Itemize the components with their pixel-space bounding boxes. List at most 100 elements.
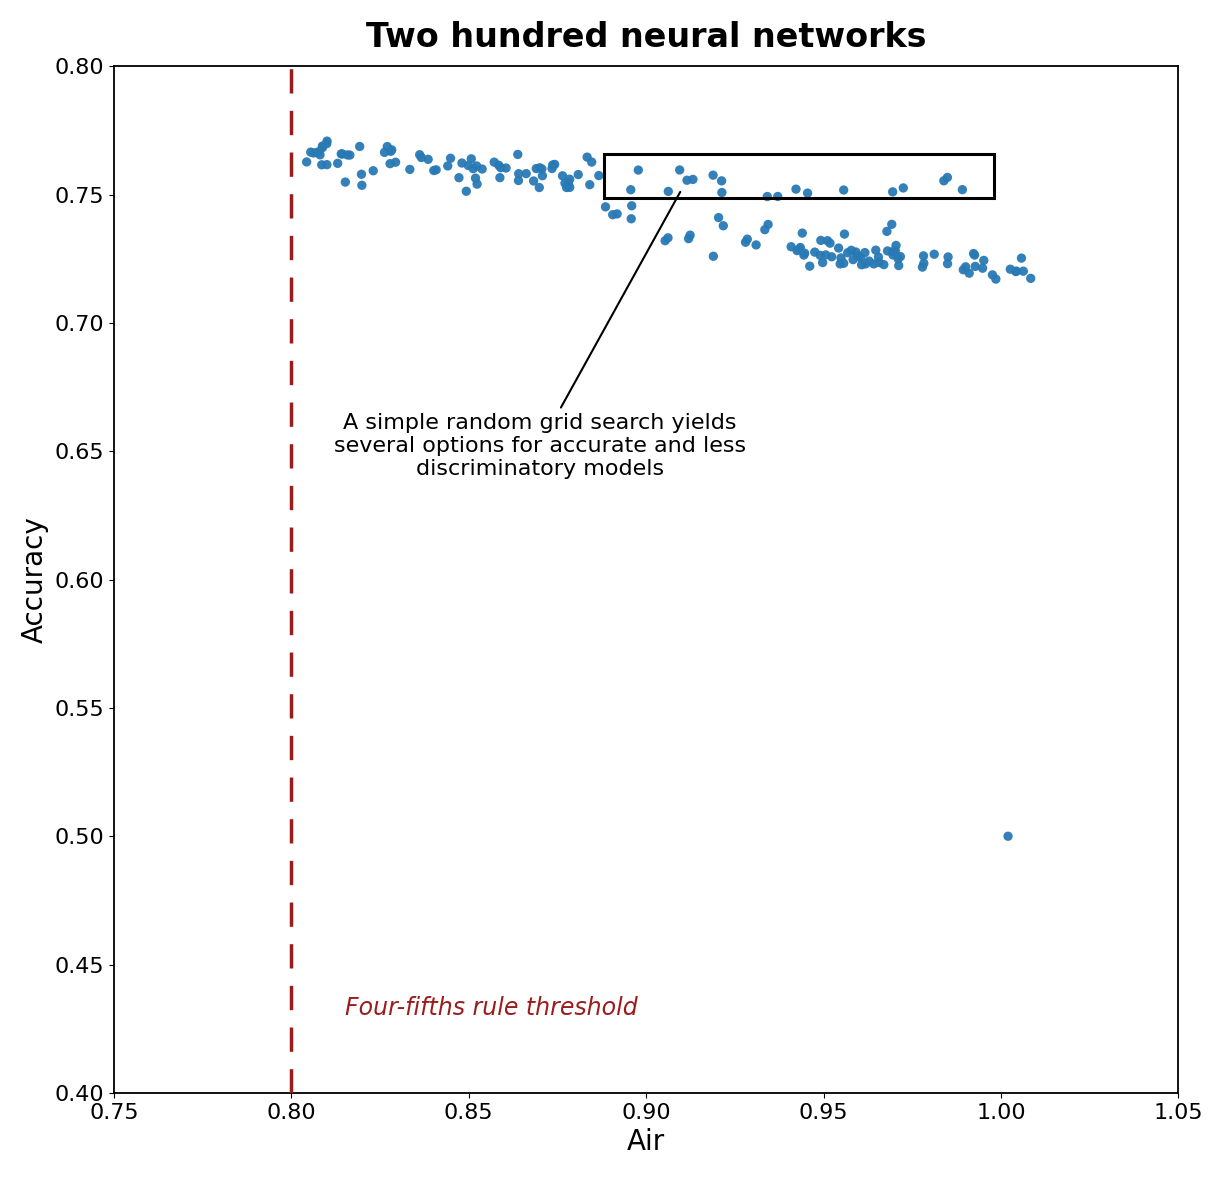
Point (581, 153, 601, 172)
Point (466, 157, 486, 175)
Point (1000, 260, 1020, 279)
Point (301, 142, 321, 161)
Point (304, 144, 323, 162)
Point (382, 140, 401, 159)
Point (659, 182, 678, 201)
Point (381, 142, 400, 161)
Point (767, 187, 787, 206)
Point (628, 160, 647, 179)
Point (810, 246, 830, 265)
Point (679, 230, 699, 248)
Point (856, 254, 875, 273)
Point (838, 244, 858, 262)
Point (312, 138, 332, 157)
Point (603, 205, 623, 224)
Point (317, 134, 337, 153)
Point (530, 159, 550, 178)
Point (813, 253, 832, 272)
Point (712, 172, 732, 191)
Point (848, 247, 868, 266)
Point (973, 259, 993, 278)
Title: Two hundred neural networks: Two hundred neural networks (366, 21, 927, 54)
Point (820, 234, 840, 253)
Point (983, 266, 1002, 285)
Point (457, 181, 476, 200)
Point (596, 198, 616, 217)
Point (449, 168, 469, 187)
Point (338, 146, 357, 165)
Point (312, 137, 332, 155)
Point (400, 160, 420, 179)
Point (530, 178, 550, 197)
Point (297, 153, 317, 172)
Point (874, 255, 894, 274)
Point (353, 175, 372, 194)
Point (812, 231, 831, 250)
Point (441, 148, 460, 167)
Point (831, 248, 851, 267)
Point (786, 180, 805, 199)
Point (317, 132, 337, 151)
Point (856, 244, 875, 262)
Point (335, 173, 355, 192)
Point (485, 153, 504, 172)
Point (1021, 268, 1040, 287)
Point (1006, 261, 1026, 280)
Point (307, 142, 327, 161)
Point (934, 172, 953, 191)
Point (517, 165, 536, 184)
Point (800, 257, 820, 275)
Point (332, 145, 351, 164)
Point (1006, 262, 1026, 281)
Point (545, 155, 564, 174)
Point (712, 184, 732, 202)
Point (884, 246, 903, 265)
Point (607, 205, 627, 224)
Point (835, 225, 854, 244)
Point (965, 246, 984, 265)
Point (524, 172, 543, 191)
Point (426, 160, 446, 179)
Point (508, 145, 528, 164)
Point (452, 154, 471, 173)
Point (468, 174, 487, 193)
Point (798, 184, 818, 202)
Y-axis label: Accuracy: Accuracy (21, 517, 49, 643)
Point (938, 254, 957, 273)
Point (889, 257, 908, 275)
Bar (603, 153, 994, 199)
Point (867, 241, 886, 260)
Point (589, 166, 608, 185)
Point (655, 232, 674, 251)
Point (736, 233, 755, 252)
Point (794, 246, 814, 265)
Point (787, 241, 807, 260)
Point (351, 165, 371, 184)
Point (829, 239, 848, 258)
Text: Four-fifths rule threshold: Four-fifths rule threshold (344, 996, 638, 1020)
Point (816, 246, 836, 265)
Point (956, 258, 976, 277)
Point (317, 155, 337, 174)
Point (834, 180, 853, 199)
Point (805, 242, 825, 261)
Point (886, 237, 906, 255)
Point (683, 169, 703, 188)
Point (758, 187, 777, 206)
Point (578, 147, 597, 166)
Point (466, 168, 486, 187)
Point (869, 253, 889, 272)
Point (558, 174, 578, 193)
Point (312, 155, 332, 174)
Point (526, 159, 546, 178)
Point (846, 242, 865, 261)
Point (556, 174, 575, 193)
Point (878, 241, 897, 260)
Point (464, 159, 483, 178)
Point (966, 257, 985, 275)
Point (459, 157, 479, 175)
Point (755, 220, 775, 239)
Point (952, 180, 972, 199)
Point (364, 161, 383, 180)
Point (843, 251, 863, 270)
